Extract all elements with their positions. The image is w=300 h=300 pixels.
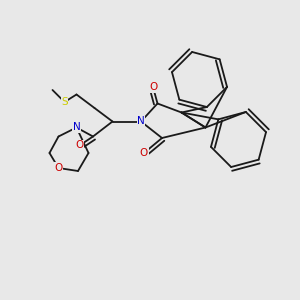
Text: S: S	[61, 97, 68, 107]
Text: O: O	[140, 148, 148, 158]
Text: O: O	[75, 140, 84, 151]
Text: O: O	[54, 163, 63, 173]
Text: N: N	[137, 116, 145, 127]
Text: N: N	[73, 122, 80, 133]
Text: O: O	[149, 82, 157, 92]
